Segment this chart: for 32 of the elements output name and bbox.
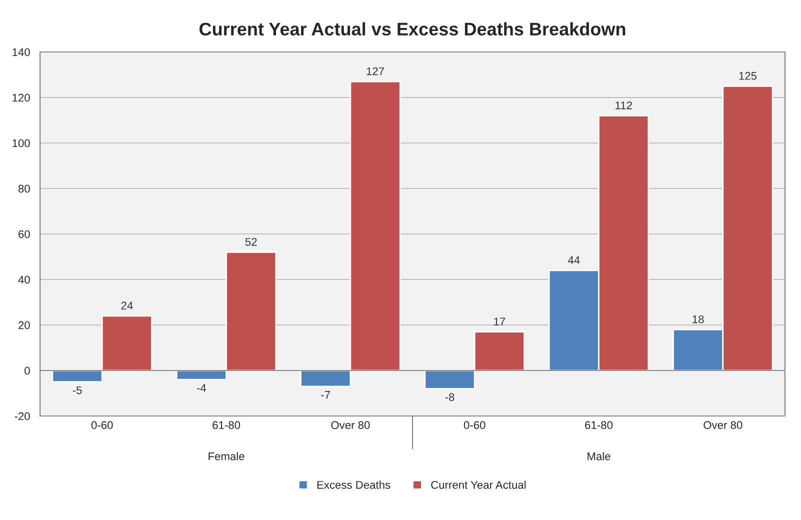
data-label: 52 xyxy=(245,238,257,246)
data-label: 18 xyxy=(692,315,704,324)
data-label: 17 xyxy=(494,318,506,326)
data-label: -5 xyxy=(72,386,82,394)
x-tick-label: 0-60 xyxy=(464,421,486,430)
x-tick-label: 0-60 xyxy=(91,421,113,430)
data-label: 125 xyxy=(739,72,757,80)
y-tick-label: 40 xyxy=(18,276,30,284)
y-tick-label: 20 xyxy=(18,321,30,330)
y-tick-label: 80 xyxy=(18,184,30,193)
x-tick-label: Over 80 xyxy=(704,421,742,430)
legend-label: Excess Deaths xyxy=(317,480,390,489)
y-tick-label: 0 xyxy=(24,366,30,375)
legend-label: Current Year Actual xyxy=(431,480,526,489)
text: Male xyxy=(588,452,610,460)
data-label: 44 xyxy=(568,256,580,264)
data-label: 112 xyxy=(616,101,632,110)
y-tick-label: -20 xyxy=(14,412,30,420)
chart-title: Current Year Actual vs Excess Deaths Breakdown xyxy=(200,22,626,36)
y-tick-label: 120 xyxy=(12,94,30,102)
data-label: -4 xyxy=(197,384,206,392)
y-tick-label: 140 xyxy=(12,48,30,56)
x-tick-label: 61-80 xyxy=(585,421,613,430)
y-tick-label: 60 xyxy=(18,230,30,238)
y-tick-label: 100 xyxy=(12,139,30,148)
data-label: 127 xyxy=(366,67,384,76)
x-tick-label: 61-80 xyxy=(212,421,240,430)
text: Female xyxy=(208,452,244,460)
data-label: -7 xyxy=(321,391,330,399)
data-label: -8 xyxy=(445,393,454,402)
data-label: 24 xyxy=(121,302,133,310)
x-tick-label: Over 80 xyxy=(331,421,370,430)
